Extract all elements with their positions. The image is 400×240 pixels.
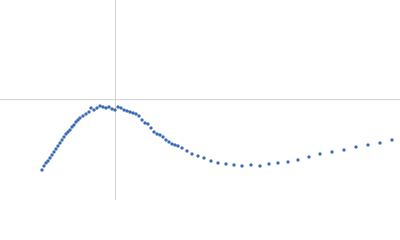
point bbox=[152, 130, 156, 134]
point bbox=[119, 106, 123, 110]
point bbox=[40, 168, 44, 172]
point bbox=[176, 144, 180, 148]
point bbox=[66, 130, 70, 134]
point bbox=[164, 138, 168, 142]
point bbox=[318, 152, 322, 156]
point bbox=[54, 147, 58, 151]
point bbox=[378, 141, 382, 145]
point bbox=[101, 105, 105, 109]
point bbox=[68, 128, 72, 132]
point bbox=[140, 118, 144, 122]
point bbox=[44, 161, 48, 165]
point bbox=[161, 135, 165, 139]
point bbox=[116, 105, 120, 109]
point bbox=[81, 114, 85, 118]
point bbox=[149, 126, 153, 130]
point bbox=[202, 156, 206, 160]
point bbox=[258, 164, 262, 168]
point bbox=[296, 158, 300, 162]
point bbox=[170, 142, 174, 146]
point bbox=[240, 164, 244, 168]
point bbox=[122, 108, 126, 112]
point bbox=[190, 152, 194, 156]
point bbox=[46, 159, 50, 163]
point bbox=[48, 156, 52, 160]
point bbox=[216, 161, 220, 165]
point bbox=[267, 162, 271, 166]
point bbox=[180, 146, 184, 150]
point bbox=[92, 108, 96, 112]
point bbox=[74, 120, 78, 124]
point bbox=[125, 109, 129, 113]
point bbox=[42, 164, 46, 168]
point bbox=[87, 110, 91, 114]
point bbox=[58, 141, 62, 145]
point bbox=[137, 114, 141, 118]
point bbox=[62, 135, 66, 139]
point bbox=[342, 148, 346, 152]
point bbox=[72, 123, 76, 127]
point bbox=[78, 116, 82, 120]
point bbox=[113, 108, 117, 112]
chart bbox=[0, 0, 400, 200]
point bbox=[95, 106, 99, 110]
point bbox=[158, 133, 162, 137]
point bbox=[390, 138, 394, 142]
point bbox=[224, 162, 228, 166]
point bbox=[286, 160, 290, 164]
point bbox=[64, 132, 68, 136]
point bbox=[76, 118, 80, 122]
point bbox=[146, 122, 150, 126]
point bbox=[60, 138, 64, 142]
point bbox=[366, 143, 370, 147]
point bbox=[107, 105, 111, 109]
point bbox=[196, 154, 200, 158]
point bbox=[134, 112, 138, 116]
point bbox=[276, 161, 280, 165]
point bbox=[185, 149, 189, 153]
point bbox=[131, 111, 135, 115]
point bbox=[52, 150, 56, 154]
point bbox=[84, 112, 88, 116]
point bbox=[104, 106, 108, 110]
point bbox=[232, 163, 236, 167]
point bbox=[307, 155, 311, 159]
point bbox=[354, 145, 358, 149]
point bbox=[110, 107, 114, 111]
point bbox=[249, 163, 253, 167]
point bbox=[89, 106, 93, 110]
point bbox=[209, 159, 213, 163]
point bbox=[56, 144, 60, 148]
point bbox=[128, 110, 132, 114]
point bbox=[98, 104, 102, 108]
point bbox=[143, 121, 147, 125]
point bbox=[173, 143, 177, 147]
point bbox=[70, 125, 74, 129]
point bbox=[167, 140, 171, 144]
point bbox=[330, 150, 334, 154]
point bbox=[155, 132, 159, 136]
point bbox=[50, 153, 54, 157]
